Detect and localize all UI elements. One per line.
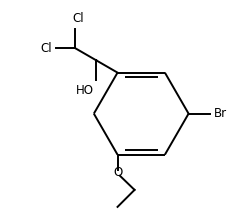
Text: HO: HO (76, 84, 94, 97)
Text: Cl: Cl (41, 42, 52, 55)
Text: Cl: Cl (72, 12, 84, 25)
Text: Br: Br (214, 107, 227, 120)
Text: O: O (113, 166, 122, 179)
